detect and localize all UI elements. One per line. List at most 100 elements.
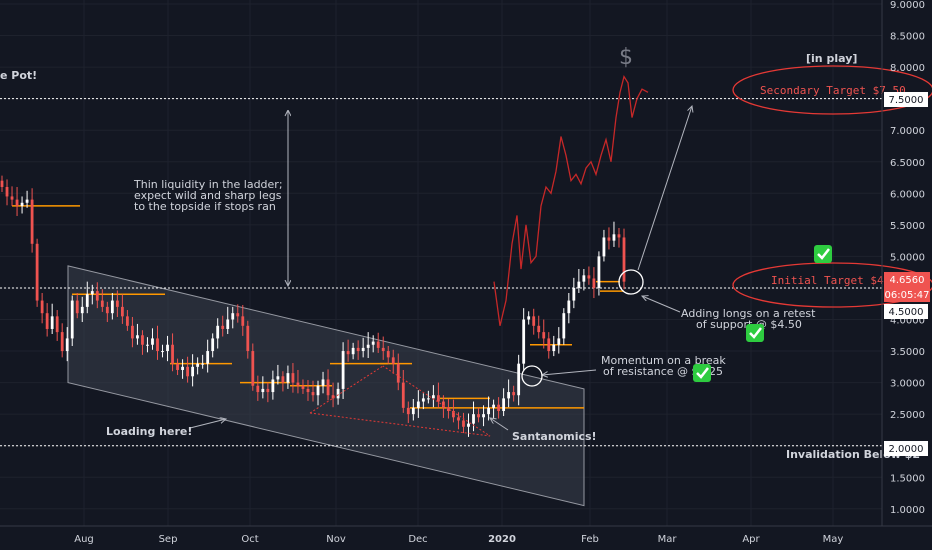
x-tick-label: Feb [581,534,599,545]
candle-body [341,351,345,389]
candle-body [552,344,556,352]
x-axis[interactable]: Aug Sep Oct Nov Dec 2020 Feb Mar Apr May [74,534,843,545]
candle-body [502,398,506,411]
candle-body [356,347,360,352]
candle-body [136,335,139,339]
candle-body [366,344,370,348]
candle-body [191,366,195,377]
x-tick-label: Sep [159,534,178,545]
dollar-sign-icon: $ [619,45,633,70]
candle-body [457,417,460,421]
candle-body [181,366,184,370]
candle-body [522,319,526,364]
candle-body [396,363,400,383]
y-tick-label: 5.5000 [890,221,925,232]
candle-body [186,366,189,377]
y-tick-label: 6.0000 [890,189,925,200]
countdown-text: 06:05:47 [885,290,930,301]
candle-body [176,363,179,370]
initial-target-label: Initial Target $4.50 [771,274,903,287]
retest-circle [618,269,644,295]
y-tick-label: 5.0000 [890,252,925,263]
candle-body [306,388,310,393]
candle-body [30,199,34,244]
candle-body [617,234,621,238]
candle-body [577,281,581,288]
loading-arrow [189,419,226,429]
candle-body [431,395,435,399]
candle-body [361,347,365,352]
candle-body [612,234,616,241]
x-tick-label: Apr [742,534,760,545]
candle-body [231,313,235,320]
y-tick-label: 4.0000 [890,316,925,327]
candle-body [487,407,490,415]
target-projection-arrow [637,106,692,271]
x-tick-label: 2020 [488,534,516,545]
candle-body [20,202,24,206]
candle-body [110,300,114,314]
orange-levels [12,205,624,409]
candle-body [226,319,230,329]
price-badge-current: 4.6560 06:05:47 [884,272,930,302]
candle-body [537,325,541,333]
x-tick-label: Mar [658,534,678,545]
candle-body [472,414,475,424]
candle-body [281,376,285,383]
candle-body [562,313,566,339]
y-tick-label: 6.5000 [890,158,925,169]
longs-arrow [642,296,681,313]
candle-body [447,407,450,411]
loading-label: Loading here! [106,425,192,438]
candle-body [421,398,425,402]
price-badge-invalidation-text: 2.0000 [889,444,924,455]
price-badge-support-text: 4.5000 [889,307,924,318]
candle-body [442,401,445,408]
candle-body [512,392,516,396]
candle-body [80,306,84,314]
candle-body [90,291,94,295]
santanomics-label: Santanomics! [512,430,597,443]
candle-body [602,237,606,257]
candle-body [85,294,89,307]
candle-body [251,351,255,386]
check-icon [693,364,711,382]
candle-body [115,300,119,307]
current-price-text: 4.6560 [890,275,925,286]
candle-body [497,404,500,411]
candle-body [582,275,586,282]
candle-body [572,287,576,301]
candle-body [216,325,220,339]
horizontal-levels [0,98,882,447]
candle-body [301,385,305,389]
candle-body [477,414,480,418]
candle-body [587,275,591,279]
candle-body [291,373,295,383]
candle-body [331,395,335,399]
liquidity-note-line1: Thin liquidity in the ladder; [133,178,283,191]
candle-body [141,335,144,345]
secondary-target-label: Secondary Target $7.50 [760,84,906,97]
candle-body [351,347,355,355]
price-projection-overlay [493,74,649,326]
candle-body [321,379,325,386]
candle-body [0,180,4,187]
candle-body [482,414,485,418]
x-tick-label: Aug [74,534,94,545]
candle-body [406,407,410,415]
candle-body [622,237,626,282]
candle-body [607,237,611,241]
candle-body [311,392,315,396]
candle-body [65,338,69,352]
secondary-target-ellipse [732,65,932,115]
candle-body [196,363,200,367]
candle-body [60,332,64,352]
candle-body [261,388,265,393]
price-badge-target-text: 7.5000 [889,95,924,106]
candle-body [517,363,521,396]
candle-body [567,300,571,314]
candle-body [386,351,390,358]
candle-body [126,316,129,326]
fractal-dotted-line [309,365,491,437]
